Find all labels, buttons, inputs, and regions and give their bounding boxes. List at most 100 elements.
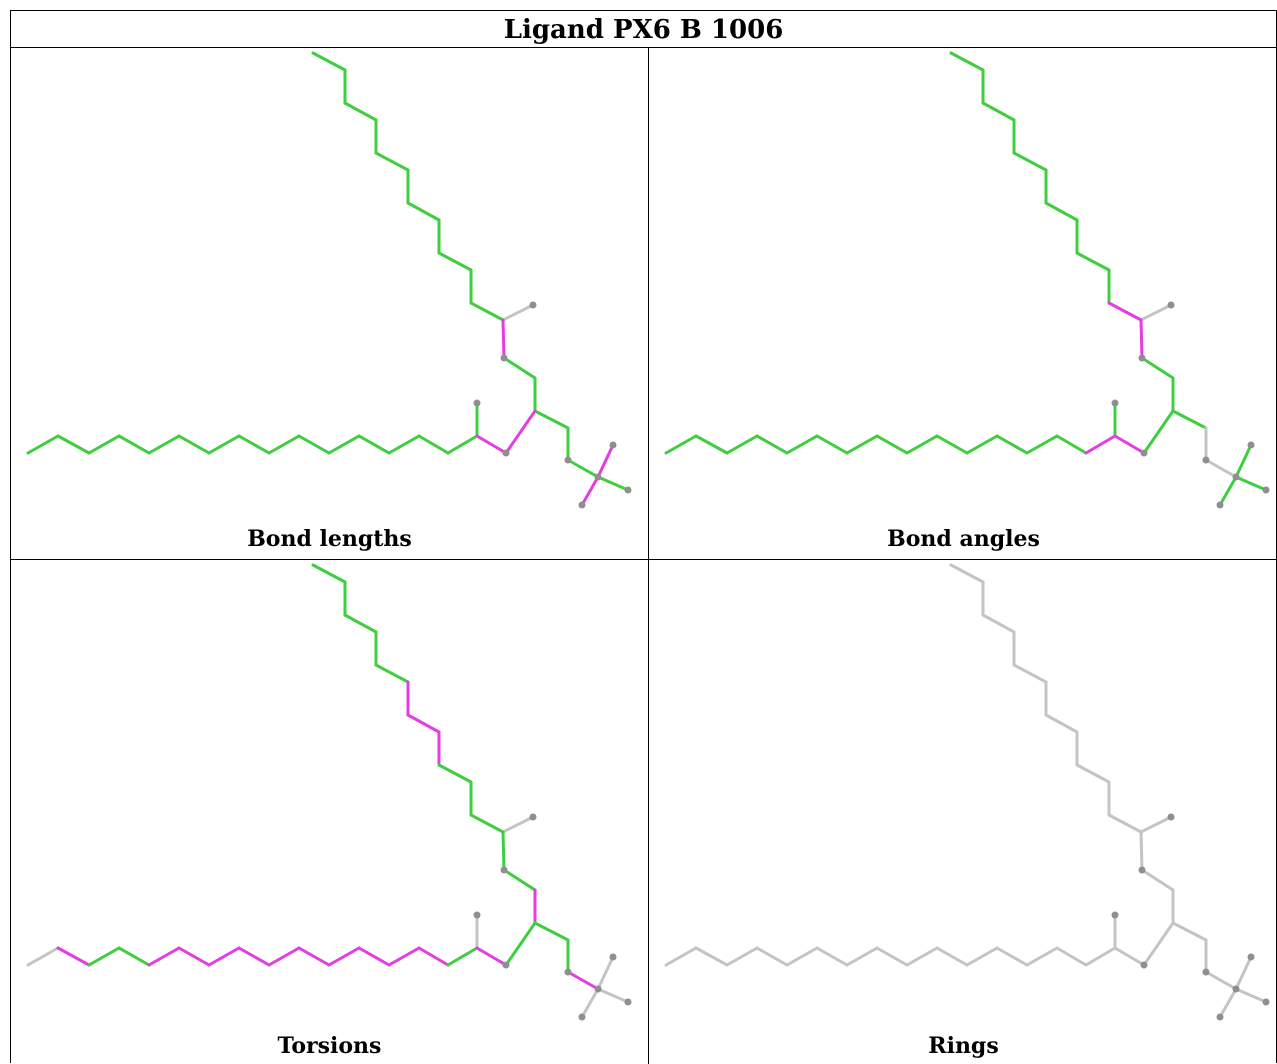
bond-l0 [26, 946, 60, 967]
atom-5 [1232, 985, 1240, 993]
bond-l6 [207, 434, 241, 455]
bond-u10 [469, 301, 505, 322]
bond-u0 [311, 51, 347, 72]
panel-caption: Bond angles [887, 526, 1040, 552]
bond-l10 [327, 434, 361, 455]
bond-l5 [177, 946, 211, 967]
bond-E1 [501, 830, 506, 872]
atom-4 [564, 456, 572, 464]
bond-M5 [1204, 458, 1238, 479]
panel-rings: Rings [649, 560, 1277, 1064]
bond-l13 [417, 434, 450, 455]
bond-M1 [502, 868, 537, 892]
bond-l1 [56, 434, 91, 455]
panel-caption: Bond lengths [247, 526, 412, 552]
atom-6 [1247, 953, 1255, 961]
bond-E1 [1139, 318, 1144, 360]
bond-l10 [965, 434, 999, 455]
bond-l5 [815, 946, 849, 967]
bond-l6 [845, 434, 879, 455]
atom-6 [609, 441, 617, 449]
atom-1 [1138, 354, 1146, 362]
bond-u4 [374, 151, 410, 172]
bond-Q0 [1142, 921, 1175, 967]
bond-u6 [1044, 713, 1079, 734]
bond-S3 [1218, 475, 1238, 507]
bond-l2 [725, 946, 759, 967]
bond-l9 [935, 946, 969, 967]
bond-Q2 [1113, 434, 1146, 455]
bond-S3 [580, 475, 600, 507]
atom-2 [1111, 399, 1119, 407]
bond-P1 [1139, 303, 1173, 322]
bond-S1 [1234, 443, 1253, 479]
atom-2 [473, 911, 481, 919]
bond-u10 [1107, 813, 1143, 834]
bond-l9 [297, 434, 331, 455]
bond-l11 [995, 946, 1029, 967]
bond-u8 [437, 763, 473, 784]
panel-caption: Torsions [277, 1033, 382, 1059]
bond-P1 [501, 815, 535, 834]
bond-l4 [147, 946, 181, 967]
bond-l7 [875, 946, 909, 967]
bond-l7 [237, 946, 271, 967]
atom-7 [624, 998, 632, 1006]
bond-l8 [905, 946, 939, 967]
bond-l3 [755, 946, 789, 967]
bond-u6 [1044, 201, 1079, 222]
bond-u8 [1075, 763, 1111, 784]
bond-l14 [1084, 434, 1117, 455]
bond-Q0 [1142, 409, 1175, 455]
bond-S3 [1218, 987, 1238, 1019]
atom-1 [1138, 866, 1146, 874]
bond-u2 [981, 101, 1016, 122]
bond-l14 [446, 946, 479, 967]
bond-S1 [596, 443, 615, 479]
atom-7 [1262, 998, 1270, 1006]
atom-3 [502, 449, 510, 457]
atom-2 [1111, 911, 1119, 919]
atom-0 [529, 813, 537, 821]
figure-frame: Ligand PX6 B 1006 Bond lengths Bond angl… [10, 10, 1277, 1064]
bond-l8 [905, 434, 939, 455]
atom-0 [1167, 813, 1175, 821]
bond-u2 [343, 101, 378, 122]
bond-l13 [1055, 946, 1088, 967]
atom-4 [1202, 968, 1210, 976]
bond-u2 [343, 613, 378, 634]
bond-P1 [1139, 815, 1173, 834]
bond-l1 [56, 946, 91, 967]
bond-l9 [297, 946, 331, 967]
bond-M1 [502, 356, 537, 380]
bond-S2 [1234, 475, 1268, 492]
atom-8 [1216, 501, 1224, 509]
bond-l13 [417, 946, 450, 967]
bond-M5 [566, 970, 600, 991]
bond-S2 [596, 475, 630, 492]
atom-3 [502, 961, 510, 969]
bond-l14 [1084, 946, 1117, 967]
horizontal-divider [11, 559, 1276, 560]
bond-l0 [26, 434, 60, 455]
bond-l5 [815, 434, 849, 455]
bond-M3 [1171, 921, 1208, 942]
bond-l12 [387, 946, 421, 967]
bond-Q2 [475, 946, 508, 967]
molecule-diagram [664, 51, 1270, 509]
atom-4 [1202, 456, 1210, 464]
bond-S1 [596, 955, 615, 991]
atom-0 [529, 301, 537, 309]
atom-1 [500, 354, 508, 362]
bond-l12 [1025, 946, 1059, 967]
bond-E1 [501, 318, 506, 360]
bond-M1 [1140, 868, 1175, 892]
bond-l11 [357, 946, 391, 967]
bond-l4 [785, 434, 819, 455]
bond-l11 [357, 434, 391, 455]
bond-u0 [311, 563, 347, 584]
bond-l5 [177, 434, 211, 455]
bond-u0 [949, 563, 985, 584]
bond-l12 [1025, 434, 1059, 455]
bond-l4 [785, 946, 819, 967]
